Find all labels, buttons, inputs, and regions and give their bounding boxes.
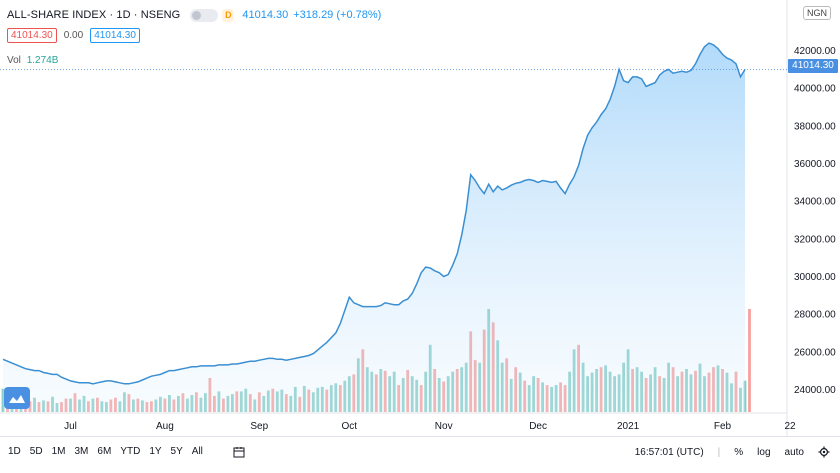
symbol-title[interactable]: ALL-SHARE INDEX · 1D · NSENG	[7, 9, 181, 21]
currency-badge[interactable]: NGN	[803, 6, 831, 20]
toolbar-right: 16:57:01 (UTC) | % log auto	[635, 446, 840, 458]
y-tick-label: 38000.00	[794, 121, 836, 132]
range-1y[interactable]: 1Y	[149, 446, 162, 457]
x-tick-label: Aug	[156, 421, 174, 432]
y-tick-label: 24000.00	[794, 385, 836, 396]
y-axis-ticks: 24000.00 26000.00 28000.00 30000.00 32000.00…	[794, 46, 836, 396]
y-tick-label: 40000.00	[794, 84, 836, 95]
x-tick-label: Jul	[64, 421, 77, 432]
tradingview-logo[interactable]	[4, 387, 30, 409]
y-tick-label: 30000.00	[794, 272, 836, 283]
range-1d[interactable]: 1D	[8, 446, 21, 457]
price-line	[2, 42, 746, 385]
divider: |	[717, 446, 721, 458]
spread-value: 0.00	[63, 30, 84, 41]
range-selector: 1D 5D 1M 3M 6M YTD 1Y 5Y All	[8, 446, 212, 457]
range-ytd[interactable]: YTD	[120, 446, 141, 457]
visibility-toggle[interactable]	[190, 8, 219, 22]
bottom-toolbar: 1D 5D 1M 3M 6M YTD 1Y 5Y All 16:57:01 (UTC) | % …	[0, 436, 840, 473]
volume-value: 1.274B	[26, 55, 59, 66]
sell-price[interactable]: 41014.30	[7, 28, 57, 43]
chart-header: ALL-SHARE INDEX · 1D · NSENG D 41014.30 …	[7, 7, 381, 23]
range-3m[interactable]: 3M	[74, 446, 89, 457]
range-1m[interactable]: 1M	[51, 446, 66, 457]
x-tick-label: Feb	[714, 421, 732, 432]
y-tick-label: 36000.00	[794, 159, 836, 170]
x-tick-label: 22	[784, 421, 796, 432]
delayed-badge: D	[222, 8, 235, 22]
y-tick-label: 26000.00	[794, 347, 836, 358]
x-tick-label: Dec	[529, 421, 547, 432]
range-5y[interactable]: 5Y	[170, 446, 183, 457]
utc-time[interactable]: 16:57:01 (UTC)	[634, 446, 704, 458]
x-tick-label: Oct	[342, 421, 358, 432]
volume-legend: Vol 1.274B	[7, 55, 58, 66]
quote-row: 41014.30 0.00 41014.30	[7, 28, 140, 43]
settings-gear-icon[interactable]	[818, 446, 830, 458]
price-change: +318.29 (+0.78%)	[293, 9, 382, 21]
percent-toggle[interactable]: %	[734, 446, 744, 458]
log-toggle[interactable]: log	[757, 446, 771, 458]
y-tick-label: 28000.00	[794, 310, 836, 321]
range-all[interactable]: All	[191, 446, 203, 457]
last-value: 41014.30	[242, 9, 289, 21]
x-tick-label: Sep	[250, 421, 268, 432]
volume-label: Vol	[7, 55, 21, 66]
y-tick-label: 42000.00	[794, 46, 836, 57]
price-chart[interactable]: 24000.00 26000.00 28000.00 30000.00 32000.00…	[0, 0, 840, 436]
price-area	[3, 43, 745, 412]
x-tick-label: 2021	[617, 421, 640, 432]
y-tick-label: 32000.00	[794, 234, 836, 245]
auto-toggle[interactable]: auto	[784, 446, 804, 458]
current-price-label: 41014.30	[788, 59, 838, 73]
x-axis-ticks: Jul Aug Sep Oct Nov Dec 2021 Feb 22	[64, 421, 796, 432]
range-5d[interactable]: 5D	[29, 446, 43, 457]
toggle-knob	[192, 10, 202, 20]
x-tick-label: Nov	[435, 421, 453, 432]
volume-bar	[748, 309, 751, 412]
calendar-icon[interactable]	[233, 446, 245, 458]
y-tick-label: 34000.00	[794, 197, 836, 208]
range-6m[interactable]: 6M	[97, 446, 112, 457]
cloud-icon	[9, 395, 25, 403]
buy-price[interactable]: 41014.30	[90, 28, 140, 43]
